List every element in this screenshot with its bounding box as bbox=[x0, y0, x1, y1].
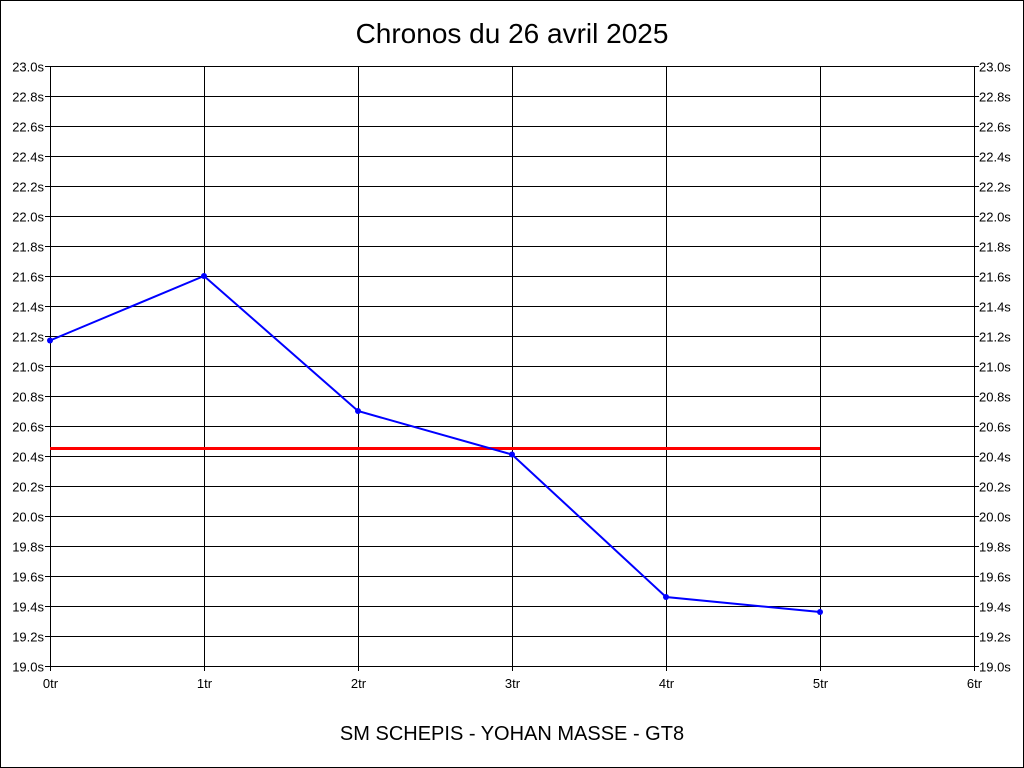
y-tick-label-left: 20.8s bbox=[12, 390, 44, 405]
y-tick-label-right: 20.8s bbox=[979, 390, 1011, 405]
y-tick-label-left: 22.6s bbox=[12, 120, 44, 135]
x-axis: 0tr 1tr 2tr 3tr 4tr 5tr 6tr bbox=[43, 676, 983, 691]
y-tick-label-left: 20.0s bbox=[12, 510, 44, 525]
y-tick-label-left: 22.0s bbox=[12, 210, 44, 225]
y-tick-label-left: 19.4s bbox=[12, 600, 44, 615]
y-tick-label-right: 19.6s bbox=[979, 570, 1011, 585]
series-line bbox=[49, 274, 821, 613]
data-point bbox=[355, 408, 361, 414]
x-tick-label: 3tr bbox=[505, 676, 521, 691]
y-tick-label-left: 21.0s bbox=[12, 360, 44, 375]
y-tick-label-right: 22.2s bbox=[979, 180, 1011, 195]
y-tick-label-left: 20.4s bbox=[12, 450, 44, 465]
data-point bbox=[663, 594, 669, 600]
data-point bbox=[509, 451, 515, 458]
y-tick-label-left: 21.6s bbox=[12, 270, 44, 285]
y-tick-label-right: 19.8s bbox=[979, 540, 1011, 555]
y-tick-label-left: 22.4s bbox=[12, 150, 44, 165]
y-tick-label-right: 21.4s bbox=[979, 300, 1011, 315]
y-tick-label-left: 19.2s bbox=[12, 630, 44, 645]
x-tick-label: 4tr bbox=[659, 676, 675, 691]
y-tick-label-right: 21.6s bbox=[979, 270, 1011, 285]
data-point bbox=[201, 273, 207, 279]
x-tick-label: 0tr bbox=[43, 676, 59, 691]
y-tick-label-right: 23.0s bbox=[979, 60, 1011, 75]
data-point bbox=[47, 337, 53, 344]
data-point bbox=[817, 609, 823, 615]
y-tick-label-left: 20.2s bbox=[12, 480, 44, 495]
y-tick-label-left: 20.6s bbox=[12, 420, 44, 435]
x-tick-label: 5tr bbox=[813, 676, 829, 691]
y-tick-label-right: 22.0s bbox=[979, 210, 1011, 225]
y-tick-label-left: 21.2s bbox=[12, 330, 44, 345]
y-tick-label-left: 23.0s bbox=[12, 60, 44, 75]
y-tick-label-right: 20.2s bbox=[979, 480, 1011, 495]
y-axis-right: 19.0s 19.2s 19.4s 19.6s 19.8s 20.0s 20.2s 20.4s… bbox=[979, 60, 1011, 675]
y-tick-label-left: 22.8s bbox=[12, 90, 44, 105]
y-tick-label-left: 21.4s bbox=[12, 300, 44, 315]
grid-layer bbox=[45, 66, 979, 671]
x-axis-label: SM SCHEPIS - YOHAN MASSE - GT8 bbox=[340, 723, 684, 745]
y-tick-label-left: 22.2s bbox=[12, 180, 44, 195]
y-tick-label-right: 19.4s bbox=[979, 600, 1011, 615]
y-tick-label-right: 20.6s bbox=[979, 420, 1011, 435]
x-tick-label: 2tr bbox=[351, 676, 367, 691]
y-tick-label-right: 20.4s bbox=[979, 450, 1011, 465]
y-axis-left: 19.0s 19.2s 19.4s 19.6s 19.8s 20.0s 20.2s 20.4s… bbox=[12, 60, 44, 675]
x-tick-label: 1tr bbox=[197, 676, 213, 691]
y-tick-label-right: 19.2s bbox=[979, 630, 1011, 645]
y-tick-label-right: 22.8s bbox=[979, 90, 1011, 105]
y-tick-label-left: 21.8s bbox=[12, 240, 44, 255]
y-tick-label-right: 21.8s bbox=[979, 240, 1011, 255]
y-tick-label-right: 21.0s bbox=[979, 360, 1011, 375]
y-tick-label-left: 19.0s bbox=[12, 660, 44, 675]
x-tick-label: 6tr bbox=[967, 676, 983, 691]
series-layer bbox=[47, 273, 823, 615]
chart-title: Chronos du 26 avril 2025 bbox=[356, 18, 669, 49]
y-tick-label-left: 19.8s bbox=[12, 540, 44, 555]
y-tick-label-left: 19.6s bbox=[12, 570, 44, 585]
y-tick-label-right: 21.2s bbox=[979, 330, 1011, 345]
y-tick-label-right: 22.6s bbox=[979, 120, 1011, 135]
y-tick-label-right: 19.0s bbox=[979, 660, 1011, 675]
y-tick-label-right: 22.4s bbox=[979, 150, 1011, 165]
y-tick-label-right: 20.0s bbox=[979, 510, 1011, 525]
